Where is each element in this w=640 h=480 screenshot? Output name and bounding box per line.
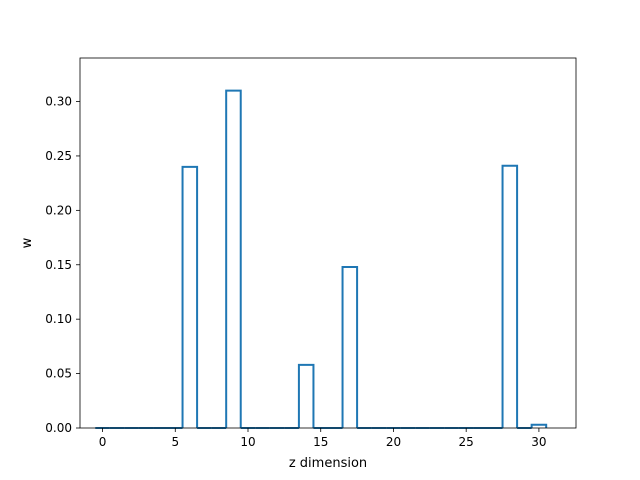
bar-30 bbox=[530, 423, 548, 428]
y-axis-ticks: 0.00 0.05 0.10 0.15 0.20 0.25 0.30 bbox=[45, 95, 80, 435]
bar-6 bbox=[181, 165, 199, 428]
y-tick-label: 0.20 bbox=[45, 203, 72, 217]
x-tick-label: 5 bbox=[171, 435, 179, 449]
plot-frame bbox=[79, 57, 577, 429]
x-tick-label: 20 bbox=[386, 435, 401, 449]
y-tick-label: 0.30 bbox=[45, 95, 72, 109]
y-tick-label: 0.05 bbox=[45, 367, 72, 381]
bar-9 bbox=[225, 89, 242, 428]
bar-14 bbox=[297, 363, 315, 428]
bar-28 bbox=[501, 164, 519, 428]
bar-17 bbox=[341, 265, 359, 428]
y-tick-label: 0.00 bbox=[45, 421, 72, 435]
x-tick-label: 15 bbox=[313, 435, 328, 449]
x-axis-ticks: 0 5 10 15 20 25 30 bbox=[99, 428, 547, 449]
x-tick-label: 10 bbox=[240, 435, 255, 449]
plot-area bbox=[80, 58, 576, 428]
y-axis-label: w bbox=[20, 237, 35, 248]
y-tick-label: 0.10 bbox=[45, 312, 72, 326]
x-tick-label: 25 bbox=[459, 435, 474, 449]
x-tick-label: 0 bbox=[99, 435, 107, 449]
y-tick-label: 0.25 bbox=[45, 149, 72, 163]
y-tick-label: 0.15 bbox=[45, 258, 72, 272]
x-axis-label: z dimension bbox=[289, 456, 367, 471]
x-tick-label: 30 bbox=[531, 435, 546, 449]
